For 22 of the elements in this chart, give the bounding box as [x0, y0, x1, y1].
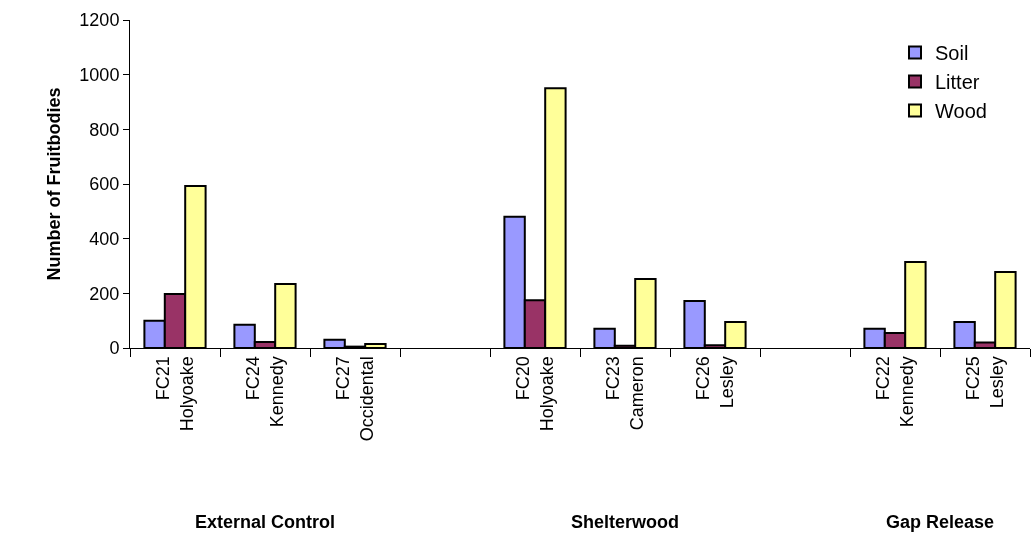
- legend-label: Soil: [935, 42, 969, 65]
- text: External Control: [195, 512, 336, 532]
- x-tick-label: FC21 Holyoake: [153, 356, 197, 432]
- text: Gap Release: [886, 512, 995, 532]
- x-tick-label: FC22 Kennedy: [873, 356, 917, 428]
- x-tick-label: FC23 Cameron: [603, 356, 647, 431]
- y-tick-label: 1000: [79, 64, 120, 85]
- legend-label: Wood: [935, 100, 987, 123]
- y-axis-title: Number of Fruitbodies: [43, 87, 64, 281]
- x-tick-label: FC26 Lesley: [693, 356, 737, 409]
- y-tick-label: 1200: [79, 10, 120, 31]
- y-tick-label: 0: [109, 338, 120, 359]
- legend-label: Litter: [935, 71, 980, 94]
- x-tick-label: FC25 Lesley: [963, 356, 1007, 409]
- y-tick-label: 200: [89, 283, 120, 304]
- x-tick-label: FC24 Kennedy: [243, 356, 287, 428]
- text: Shelterwood: [571, 512, 680, 532]
- y-tick-label: 600: [89, 174, 120, 195]
- x-tick-label: FC27 Occidental: [333, 356, 377, 442]
- x-tick-label: FC20 Holyoake: [513, 356, 557, 432]
- y-tick-label: 800: [89, 119, 120, 140]
- y-tick-label: 400: [89, 228, 120, 249]
